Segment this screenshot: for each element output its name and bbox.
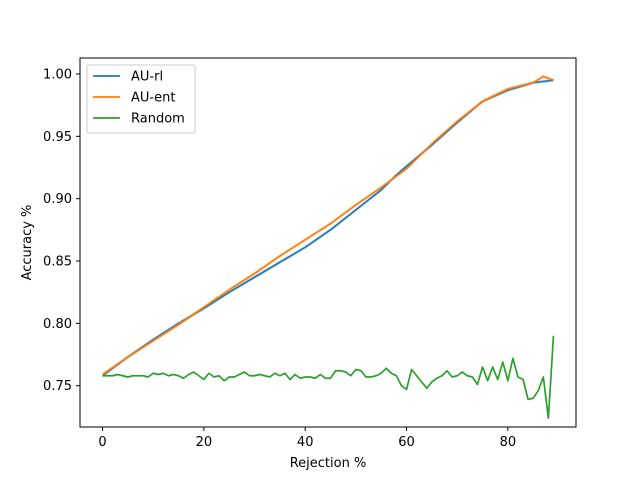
y-axis-label: Accuracy % — [20, 205, 35, 281]
y-tick-label: 1.00 — [43, 67, 72, 82]
legend-label: AU-ent — [131, 91, 175, 106]
plot-frame — [79, 57, 577, 428]
legend-label: AU-rl — [131, 70, 163, 85]
x-tick-label: 40 — [297, 435, 314, 450]
x-tick-label: 20 — [196, 435, 213, 450]
x-tick-label: 80 — [500, 435, 517, 450]
legend: AU-rl AU-ent Random — [86, 64, 196, 134]
y-tick-label: 0.85 — [43, 255, 72, 270]
x-axis: 0 20 40 60 80 — [98, 427, 516, 450]
y-tick-label: 0.90 — [43, 192, 72, 207]
series-lines — [102, 75, 555, 419]
x-axis-label: Rejection % — [290, 456, 367, 471]
band-au-rl — [102, 78, 554, 378]
x-tick-label: 0 — [98, 435, 106, 450]
y-tick-label: 0.80 — [43, 317, 72, 332]
y-tick-label: 0.95 — [43, 130, 72, 145]
legend-box — [86, 64, 196, 134]
y-tick-label: 0.75 — [43, 379, 72, 394]
x-tick-label: 60 — [398, 435, 415, 450]
legend-label: Random — [131, 112, 185, 127]
y-axis: 0.75 0.80 0.85 0.90 0.95 1.00 — [43, 67, 80, 394]
series-line-random — [102, 335, 555, 419]
series-line-au-ent — [102, 75, 554, 376]
